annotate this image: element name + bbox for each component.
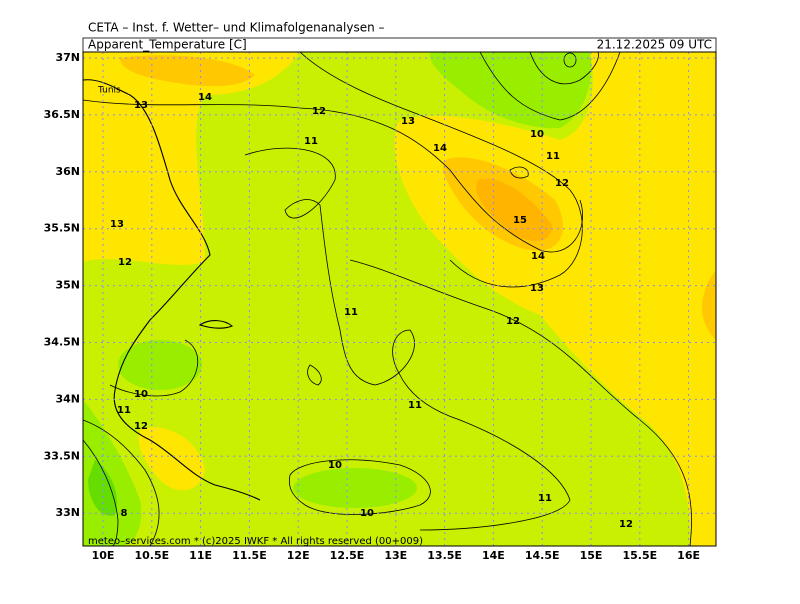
contour-label: 10 (360, 508, 374, 519)
contour-label: 14 (198, 92, 212, 103)
footer: meteo–services.com * (c)2025 IWKF * All … (88, 536, 423, 547)
contour-label: 11 (546, 151, 560, 162)
lat-label: 36.5N (44, 108, 80, 121)
lat-label: 36N (55, 165, 80, 178)
place-label: Tunis (97, 86, 121, 96)
contour-label: 10 (530, 129, 544, 140)
header-title: CETA – Inst. f. Wetter– und Klimafolgena… (88, 21, 385, 35)
lat-label: 35.5N (44, 222, 80, 235)
contour-label: 12 (118, 257, 132, 268)
contour-label: 12 (555, 178, 569, 189)
lon-label: 14E (482, 549, 505, 562)
lat-label: 34.5N (44, 336, 80, 349)
contour-label: 11 (538, 493, 552, 504)
lon-label: 15E (580, 549, 603, 562)
lon-label: 11.5E (232, 549, 267, 562)
contour-label: 15 (513, 215, 527, 226)
lon-label: 14.5E (525, 549, 560, 562)
contour-label: 10 (328, 460, 342, 471)
contour-label: 12 (134, 421, 148, 432)
lon-label: 12E (287, 549, 310, 562)
lon-label: 15.5E (622, 549, 657, 562)
lon-label: 16E (677, 549, 700, 562)
lat-label: 33N (55, 506, 80, 519)
contour-label: 13 (401, 116, 415, 127)
contour-label: 8 (121, 508, 128, 519)
contour-label: 13 (134, 100, 148, 111)
lat-label: 33.5N (44, 449, 80, 462)
valid-time: 21.12.2025 09 UTC (597, 38, 712, 52)
contour-label: 13 (110, 219, 124, 230)
lon-label: 11E (189, 549, 212, 562)
contour-label: 12 (506, 316, 520, 327)
contour-label: 12 (619, 519, 633, 530)
lat-label: 34N (55, 392, 80, 405)
contour-label: 11 (408, 400, 422, 411)
lat-label: 37N (55, 51, 80, 64)
map-field: Tunis13141211131410111215141312111113121… (83, 52, 716, 546)
contour-label: 11 (117, 405, 131, 416)
lon-label: 10E (92, 549, 115, 562)
contour-label: 11 (304, 136, 318, 147)
contour-label: 10 (134, 389, 148, 400)
parameter-label: Apparent_Temperature [C] (88, 38, 247, 52)
contour-label: 12 (312, 106, 326, 117)
lon-label: 13E (384, 549, 407, 562)
lon-label: 13.5E (427, 549, 462, 562)
contour-label: 13 (530, 283, 544, 294)
lat-label: 35N (55, 279, 80, 292)
map-frame (82, 51, 717, 547)
lon-label: 10.5E (134, 549, 169, 562)
contour-label: 11 (344, 307, 358, 318)
lon-label: 12.5E (330, 549, 365, 562)
contour-label: 14 (433, 143, 447, 154)
contour-label: 14 (531, 251, 545, 262)
